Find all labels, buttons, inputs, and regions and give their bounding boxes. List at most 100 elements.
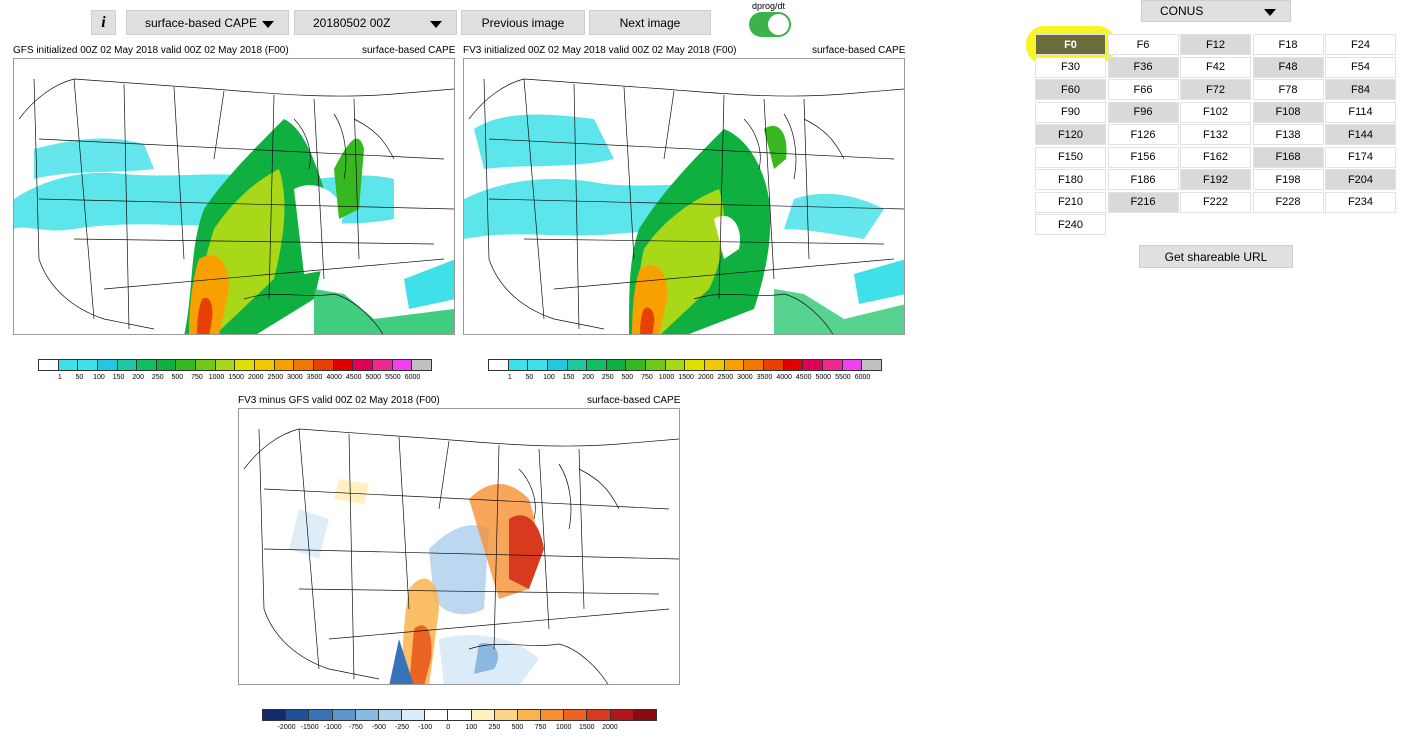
- forecast-hour-f108[interactable]: F108: [1252, 101, 1324, 123]
- forecast-hour-f72[interactable]: F72: [1180, 79, 1251, 100]
- date-select[interactable]: 20180502 00Z: [294, 10, 457, 35]
- forecast-hour-f150[interactable]: F150: [1035, 146, 1106, 168]
- date-select-value: 20180502 00Z: [313, 15, 391, 30]
- colorbar-swatch: [546, 359, 568, 371]
- gfs-panel-title: GFS initialized 00Z 02 May 2018 valid 00…: [13, 45, 289, 56]
- forecast-hour-f234[interactable]: F234: [1325, 191, 1396, 213]
- diff-panel-title: FV3 minus GFS valid 00Z 02 May 2018 (F00…: [238, 395, 440, 406]
- colorbar-tick-label: 2000: [602, 724, 618, 731]
- forecast-hour-f54[interactable]: F54: [1325, 56, 1396, 78]
- gfs-colorbar-ticks: 1 50 100 150 200 250 500 750 1000 1500 2000 2500 300…: [50, 374, 422, 381]
- chevron-down-icon: [262, 21, 274, 28]
- colorbar-tick-label: 750: [534, 724, 547, 731]
- colorbar-swatch: [645, 359, 666, 371]
- forecast-hour-f138[interactable]: F138: [1252, 124, 1324, 145]
- forecast-hour-f102[interactable]: F102: [1180, 101, 1251, 123]
- next-image-button[interactable]: Next image: [589, 10, 711, 35]
- forecast-hour-f30[interactable]: F30: [1035, 56, 1106, 78]
- forecast-hour-f174[interactable]: F174: [1325, 146, 1396, 168]
- colorbar-tick-label: 500: [511, 724, 524, 731]
- forecast-hour-f12[interactable]: F12: [1180, 34, 1251, 55]
- forecast-hour-f210[interactable]: F210: [1035, 191, 1106, 213]
- colorbar-swatch: [312, 359, 334, 371]
- colorbar-tick-label: 100: [93, 374, 105, 381]
- colorbar-tick-label: 1000: [658, 374, 675, 381]
- forecast-hour-f6[interactable]: F6: [1107, 34, 1179, 55]
- forecast-hour-f66[interactable]: F66: [1107, 79, 1179, 100]
- forecast-hour-f24[interactable]: F24: [1325, 34, 1396, 55]
- forecast-hour-f0[interactable]: F0: [1035, 34, 1106, 55]
- forecast-hour-f198[interactable]: F198: [1252, 169, 1324, 190]
- colorbar-tick-label: 1000: [555, 724, 572, 731]
- forecast-hour-f144[interactable]: F144: [1325, 124, 1396, 145]
- forecast-hour-f186[interactable]: F186: [1107, 169, 1179, 190]
- forecast-hour-f114[interactable]: F114: [1325, 101, 1396, 123]
- forecast-hour-f222[interactable]: F222: [1180, 191, 1251, 213]
- forecast-hour-f168[interactable]: F168: [1252, 146, 1324, 168]
- colorbar-swatch: [195, 359, 216, 371]
- colorbar-tick-label: 6000: [404, 374, 421, 381]
- colorbar-swatch: [488, 359, 509, 371]
- forecast-hour-f240[interactable]: F240: [1035, 214, 1106, 235]
- forecast-hour-f162[interactable]: F162: [1180, 146, 1251, 168]
- colorbar-swatch: [354, 709, 379, 721]
- forecast-hour-f192[interactable]: F192: [1180, 169, 1251, 190]
- colorbar-swatch: [470, 709, 495, 721]
- forecast-hour-f156[interactable]: F156: [1107, 146, 1179, 168]
- forecast-hour-f126[interactable]: F126: [1107, 124, 1179, 145]
- field-select[interactable]: surface-based CAPE: [126, 10, 289, 35]
- forecast-hour-f132[interactable]: F132: [1180, 124, 1251, 145]
- colorbar-swatch: [609, 709, 634, 721]
- colorbar-swatch: [861, 359, 882, 371]
- colorbar-tick-label: 2500: [267, 374, 284, 381]
- forecast-hour-f42[interactable]: F42: [1180, 56, 1251, 78]
- colorbar-swatch: [540, 709, 565, 721]
- colorbar-swatch: [391, 359, 413, 371]
- colorbar-tick-label: -100: [418, 724, 433, 731]
- colorbar-tick-label: 2000: [247, 374, 264, 381]
- colorbar-tick-label: 50: [525, 374, 534, 381]
- colorbar-swatch: [704, 359, 725, 371]
- toggle-label: dprog/dt: [752, 1, 786, 11]
- forecast-hour-f36[interactable]: F36: [1107, 56, 1179, 78]
- fv3-colorbar: [488, 359, 882, 371]
- forecast-hour-f90[interactable]: F90: [1035, 101, 1106, 123]
- forecast-hour-f60[interactable]: F60: [1035, 79, 1106, 100]
- forecast-hour-f78[interactable]: F78: [1252, 79, 1324, 100]
- colorbar-tick-label: 1000: [208, 374, 225, 381]
- forecast-hour-f48[interactable]: F48: [1252, 56, 1324, 78]
- colorbar-swatch: [352, 359, 373, 371]
- forecast-hour-f204[interactable]: F204: [1325, 169, 1396, 190]
- colorbar-tick-label: 250: [151, 374, 164, 381]
- forecast-hour-f84[interactable]: F84: [1325, 79, 1396, 100]
- shareable-url-button[interactable]: Get shareable URL: [1139, 245, 1293, 268]
- colorbar-swatch: [285, 709, 310, 721]
- gfs-colorbar: [38, 359, 432, 371]
- colorbar-tick-label: -1500: [300, 724, 319, 731]
- field-select-value: surface-based CAPE: [145, 15, 258, 30]
- colorbar-swatch: [273, 359, 295, 371]
- forecast-hour-f180[interactable]: F180: [1035, 169, 1106, 190]
- dprog-dt-toggle[interactable]: [749, 12, 791, 37]
- forecast-hour-f120[interactable]: F120: [1035, 124, 1106, 145]
- colorbar-tick-label: -2000: [277, 724, 296, 731]
- colorbar-tick-label: 6000: [854, 374, 871, 381]
- forecast-hour-f228[interactable]: F228: [1252, 191, 1324, 213]
- diff-panel-field: surface-based CAPE: [587, 395, 681, 406]
- colorbar-swatch: [625, 359, 647, 371]
- colorbar-swatch: [586, 359, 607, 371]
- colorbar-tick-label: 250: [601, 374, 614, 381]
- forecast-hour-f18[interactable]: F18: [1252, 34, 1324, 55]
- colorbar-swatch: [821, 359, 843, 371]
- diff-colorbar-ticks: -2000 -1500 -1000 -750 -500 -250 -100 0 100 250 50…: [275, 724, 621, 731]
- colorbar-swatch: [605, 359, 627, 371]
- info-button[interactable]: i: [91, 10, 116, 35]
- forecast-hour-f216[interactable]: F216: [1107, 191, 1179, 213]
- colorbar-swatch: [632, 709, 657, 721]
- previous-image-button[interactable]: Previous image: [461, 10, 585, 35]
- colorbar-swatch: [293, 359, 314, 371]
- colorbar-tick-label: 750: [191, 374, 203, 381]
- forecast-hour-f96[interactable]: F96: [1107, 101, 1179, 123]
- colorbar-tick-label: 200: [582, 374, 595, 381]
- region-select[interactable]: CONUS: [1141, 0, 1291, 22]
